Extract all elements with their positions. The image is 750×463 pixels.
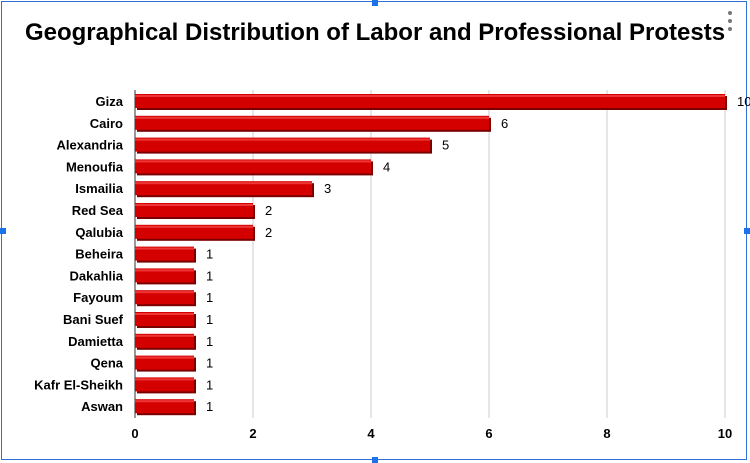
bar-face (135, 115, 489, 130)
x-tick-label: 2 (249, 426, 256, 441)
bar-highlight (135, 291, 194, 294)
category-label: Bani Suef (63, 312, 124, 327)
category-label: Menoufia (66, 159, 124, 174)
value-label: 10 (737, 94, 750, 109)
bar-face (135, 312, 194, 326)
bar-face (135, 246, 194, 261)
bar[interactable] (135, 312, 196, 328)
bar[interactable] (135, 224, 255, 241)
value-label: 3 (324, 181, 331, 196)
bar-highlight (135, 400, 194, 403)
bar[interactable] (135, 181, 314, 198)
x-tick-label: 0 (131, 426, 138, 441)
bar-highlight (135, 95, 725, 97)
category-label: Qena (90, 356, 123, 371)
bar-highlight (135, 204, 253, 206)
bar[interactable] (135, 246, 196, 263)
value-label: 1 (206, 334, 213, 349)
bar-highlight (135, 378, 194, 381)
category-label: Beheira (75, 247, 123, 262)
bar-highlight (135, 313, 194, 315)
bar[interactable] (135, 159, 373, 176)
bar[interactable] (135, 115, 491, 132)
category-labels: Giza Cairo Alexandria Menoufia Ismailia Red S… (34, 94, 124, 414)
category-label: Alexandria (57, 138, 124, 153)
value-label: 1 (206, 290, 213, 305)
more-vert-icon[interactable] (724, 10, 736, 32)
bar-face (135, 203, 253, 217)
bar-face (135, 290, 194, 305)
bar-highlight (135, 356, 194, 359)
bar-face (135, 377, 194, 392)
bar-highlight (135, 160, 371, 163)
value-label: 6 (501, 116, 508, 131)
bar[interactable] (135, 203, 255, 219)
bar[interactable] (135, 377, 196, 394)
x-tick-labels: 0 2 4 6 8 10 (131, 426, 732, 441)
category-label: Kafr El-Sheikh (34, 377, 123, 392)
bar-highlight (135, 116, 489, 119)
value-label: 2 (265, 203, 272, 218)
bar-face (135, 159, 371, 174)
value-label: 2 (265, 225, 272, 240)
value-label: 1 (206, 312, 213, 327)
category-label: Damietta (68, 334, 124, 349)
bar[interactable] (135, 94, 727, 110)
value-label: 5 (442, 138, 449, 153)
bar-face (135, 137, 430, 152)
bar-highlight (135, 247, 194, 250)
resize-handle-top[interactable] (372, 0, 378, 6)
value-labels: 10 6 5 4 3 2 2 1 1 1 1 1 1 1 1 (206, 94, 750, 414)
resize-handle-bottom[interactable] (372, 457, 378, 463)
category-label: Dakahlia (70, 268, 124, 283)
bar-highlight (135, 269, 194, 272)
category-label: Fayoum (73, 290, 123, 305)
bar[interactable] (135, 399, 196, 416)
x-tick-label: 8 (603, 426, 610, 441)
x-tick-label: 6 (485, 426, 492, 441)
bar-face (135, 268, 194, 283)
bar[interactable] (135, 290, 196, 307)
bar-highlight (135, 334, 194, 337)
bar[interactable] (135, 355, 196, 372)
bar-highlight (135, 138, 430, 141)
bar-face (135, 224, 253, 239)
category-label: Qalubia (75, 225, 123, 240)
bars (135, 94, 727, 416)
chart-title: Geographical Distribution of Labor and P… (24, 19, 726, 46)
x-tick-label: 10 (718, 426, 732, 441)
value-label: 1 (206, 356, 213, 371)
value-label: 1 (206, 399, 213, 414)
bar[interactable] (135, 333, 196, 350)
bar[interactable] (135, 268, 196, 285)
bar-face (135, 355, 194, 370)
category-label: Giza (96, 94, 124, 109)
category-label: Aswan (81, 399, 123, 414)
resize-handle-left[interactable] (0, 228, 6, 234)
category-label: Red Sea (72, 203, 124, 218)
bar-face (135, 94, 725, 108)
value-label: 4 (383, 159, 390, 174)
bar-highlight (135, 225, 253, 228)
bar[interactable] (135, 137, 432, 154)
value-label: 1 (206, 247, 213, 262)
category-label: Cairo (90, 116, 123, 131)
value-label: 1 (206, 377, 213, 392)
bar-face (135, 181, 312, 196)
x-tick-label: 4 (367, 426, 375, 441)
value-label: 1 (206, 268, 213, 283)
category-label: Ismailia (75, 181, 123, 196)
resize-handle-right[interactable] (744, 228, 750, 234)
bar-face (135, 333, 194, 348)
bar-highlight (135, 182, 312, 185)
bar-face (135, 399, 194, 414)
